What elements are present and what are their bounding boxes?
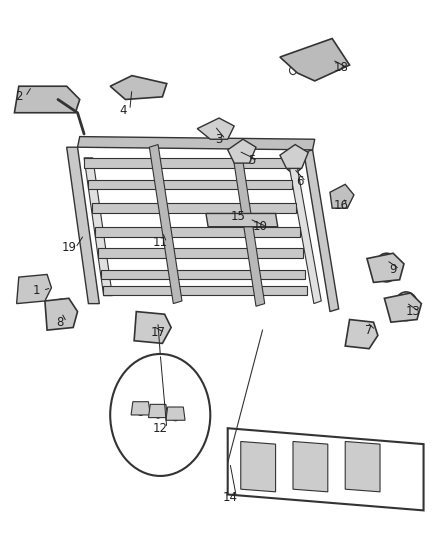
Polygon shape: [228, 139, 256, 163]
Polygon shape: [289, 160, 321, 304]
Text: 2: 2: [15, 90, 22, 103]
Polygon shape: [103, 286, 307, 295]
Polygon shape: [92, 204, 297, 213]
Polygon shape: [14, 86, 80, 113]
Text: 9: 9: [389, 263, 397, 276]
Text: 11: 11: [153, 236, 168, 249]
Polygon shape: [95, 227, 300, 237]
Text: 12: 12: [153, 422, 168, 435]
Text: 16: 16: [333, 199, 348, 212]
Polygon shape: [241, 441, 276, 492]
Polygon shape: [45, 298, 78, 330]
Polygon shape: [148, 405, 168, 418]
Text: 3: 3: [215, 133, 223, 146]
Text: 1: 1: [32, 284, 40, 297]
Polygon shape: [330, 184, 354, 208]
Circle shape: [381, 261, 392, 274]
Circle shape: [290, 155, 298, 166]
Polygon shape: [84, 158, 113, 296]
Text: 4: 4: [120, 103, 127, 117]
Polygon shape: [280, 144, 308, 168]
Polygon shape: [134, 312, 171, 343]
Polygon shape: [78, 136, 315, 150]
Polygon shape: [280, 38, 350, 81]
Polygon shape: [345, 441, 380, 492]
Text: 18: 18: [333, 61, 348, 74]
Circle shape: [401, 300, 411, 313]
Polygon shape: [110, 76, 167, 100]
Text: 19: 19: [61, 241, 76, 254]
Text: 17: 17: [151, 326, 166, 340]
Polygon shape: [131, 402, 150, 415]
Polygon shape: [385, 293, 421, 322]
Polygon shape: [367, 253, 404, 282]
Polygon shape: [149, 144, 182, 304]
Polygon shape: [166, 407, 185, 420]
Polygon shape: [197, 118, 234, 139]
Polygon shape: [98, 248, 303, 258]
Text: 15: 15: [231, 209, 246, 223]
Polygon shape: [84, 158, 289, 168]
Circle shape: [238, 147, 247, 158]
Polygon shape: [101, 270, 305, 279]
Polygon shape: [232, 147, 265, 306]
Text: 14: 14: [223, 491, 237, 504]
Polygon shape: [88, 180, 292, 189]
Circle shape: [240, 215, 247, 223]
Polygon shape: [293, 441, 328, 492]
Text: 5: 5: [248, 154, 255, 167]
Polygon shape: [67, 147, 99, 304]
Polygon shape: [206, 214, 278, 227]
Circle shape: [57, 307, 66, 318]
Text: 8: 8: [57, 316, 64, 329]
Text: 13: 13: [405, 305, 420, 318]
Text: 7: 7: [365, 324, 373, 337]
Polygon shape: [17, 274, 51, 304]
Text: 10: 10: [253, 220, 268, 233]
Polygon shape: [345, 319, 378, 349]
Polygon shape: [304, 150, 339, 312]
Text: 6: 6: [296, 175, 303, 188]
